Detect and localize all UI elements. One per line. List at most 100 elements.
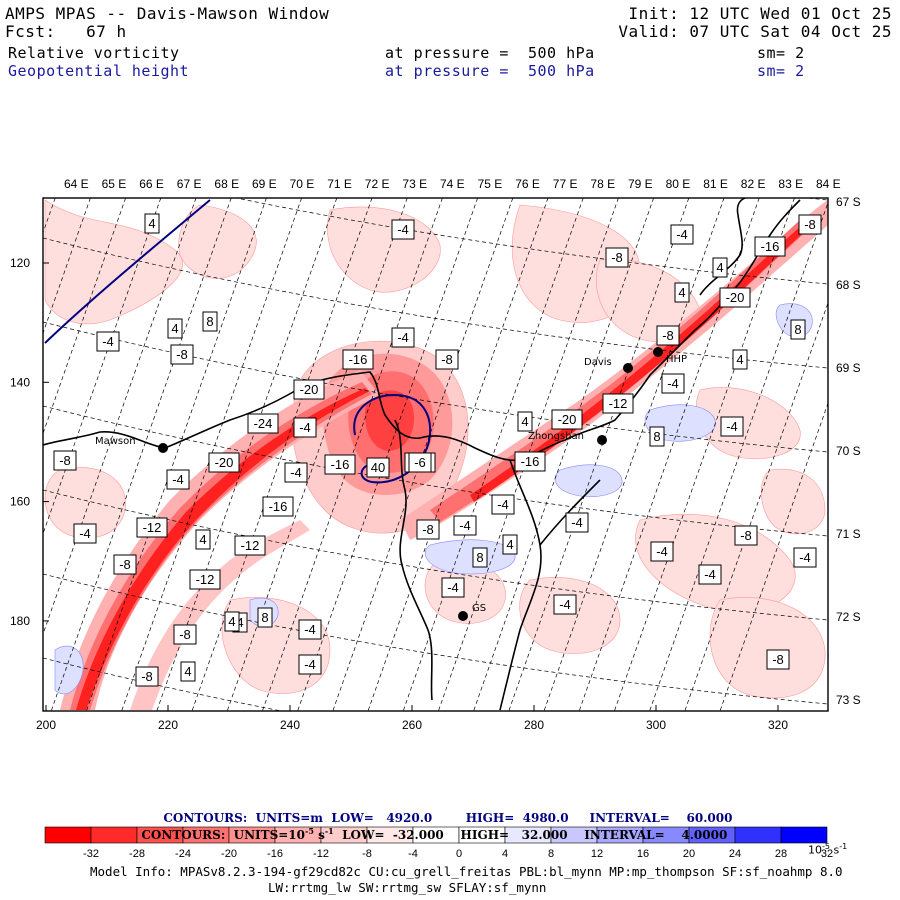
contour-label-box — [408, 452, 432, 473]
contours-units-1: UNITS=m — [255, 811, 324, 825]
contour-label-text: -16 — [521, 454, 540, 469]
contour-label-text: -4 — [571, 515, 583, 530]
contour-label: -6 — [408, 452, 432, 473]
right-axis-label: 71 S — [836, 527, 861, 541]
top-axis-label: 81 E — [703, 177, 728, 191]
contour-label: 4 — [180, 661, 196, 682]
contour-label-box — [167, 318, 183, 339]
contour-label-text: -4 — [497, 497, 509, 512]
field1-level: at pressure = 500 hPa — [385, 44, 595, 62]
contour-label: -4 — [391, 327, 415, 348]
top-axis-label: 79 E — [628, 177, 653, 191]
contour-label-box — [661, 373, 685, 394]
top-axis-label: 67 E — [177, 177, 202, 191]
parallel-line — [234, 198, 828, 285]
contour-label-text: -8 — [772, 652, 784, 667]
colorbar-label: -12 — [313, 848, 329, 860]
contour-label: -8 — [435, 349, 459, 370]
geopotential-contours — [44, 199, 432, 484]
contour-label-text: -4 — [726, 419, 738, 434]
parallel-line — [43, 573, 828, 705]
top-axis-label: 78 E — [590, 177, 615, 191]
contour-label-box — [298, 654, 322, 675]
contour-label: -20 — [719, 287, 751, 308]
contour-label-box — [135, 666, 159, 687]
contour-label-box — [517, 411, 533, 432]
contour-label-box — [602, 393, 634, 414]
contour-label-text: -8 — [59, 453, 71, 468]
contour-label: 40 — [366, 457, 390, 478]
coastline — [43, 198, 801, 711]
contour-label-text: -4 — [397, 330, 409, 345]
right-axis-label: 68 S — [836, 278, 861, 292]
contour-label-box — [416, 519, 440, 540]
contour-label: -12 — [602, 393, 634, 414]
colorbar-label: 16 — [637, 848, 649, 860]
contour-label-box — [790, 319, 806, 340]
contour-label-text: -16 — [331, 457, 350, 472]
top-axis-label: 70 E — [290, 177, 315, 191]
colorbar-label: 12 — [591, 848, 603, 860]
contour-label-box — [189, 569, 221, 590]
contour-label-box — [391, 219, 415, 240]
contour-label-text: -20 — [300, 382, 319, 397]
station-marker — [458, 611, 468, 621]
contour-label: 4 — [712, 257, 728, 278]
contour-label-box — [720, 416, 744, 437]
colorbar-swatch — [734, 826, 782, 844]
contour-label-text: -4 — [447, 580, 459, 595]
top-axis-label: 83 E — [778, 177, 803, 191]
contour-label-text: -8 — [441, 352, 453, 367]
contours-units-2: UNITS=10 — [233, 828, 306, 842]
contour-label-text: -4 — [559, 597, 571, 612]
contour-label: -4 — [720, 416, 744, 437]
contour-label-box — [453, 515, 477, 536]
contour-label-text: 4 — [228, 614, 235, 629]
contour-label-box — [173, 624, 197, 645]
contour-label-text: -16 — [761, 239, 780, 254]
contour-label-text: -8 — [422, 522, 434, 537]
colorbar-units-tail-exp: -1 — [839, 842, 848, 851]
contour-label-box — [180, 661, 196, 682]
contours-low-2: LOW= -32.000 — [342, 828, 444, 842]
contour-label-text: 8 — [261, 610, 268, 625]
contour-label-text: -20 — [726, 290, 745, 305]
contour-label: 4 — [195, 529, 211, 550]
contour-label-text: -6 — [414, 455, 426, 470]
contour-label: -20 — [551, 409, 583, 430]
contour-label-text: -20 — [215, 455, 234, 470]
contour-label-text: -4 — [704, 567, 716, 582]
contour-label: 8 — [202, 311, 218, 332]
contour-label: -4 — [166, 469, 190, 490]
top-axis-label: 69 E — [252, 177, 277, 191]
station-label: Zhongshan — [528, 431, 584, 442]
contour-label: -4 — [565, 512, 589, 533]
contour-label-box — [247, 413, 279, 434]
bottom-axis-label: 300 — [646, 718, 666, 732]
bottom-axis-label: 220 — [158, 718, 178, 732]
contour-label: -8 — [605, 247, 629, 268]
station-marker — [653, 347, 663, 357]
contour-label: -8 — [173, 624, 197, 645]
plot-title: AMPS MPAS -- Davis-Mawson Window — [5, 4, 330, 23]
contour-label: -16 — [514, 451, 546, 472]
contours-label-1: CONTOURS: — [163, 811, 248, 825]
contour-label-text: 8 — [794, 322, 801, 337]
parallel-line — [43, 321, 828, 453]
field1-name: Relative vorticity — [8, 44, 180, 62]
bottom-axis-label: 320 — [768, 718, 788, 732]
contour-label: -8 — [135, 666, 159, 687]
colorbar: -32 -28 -24 -20 -16 -12 -8 -4 0 4 8 12 16 20 24 28 32 — [44, 826, 833, 860]
contour-label-text: -8 — [740, 528, 752, 543]
contour-label-text: 8 — [653, 429, 660, 444]
contour-label-box — [96, 331, 120, 352]
contour-label: -4 — [391, 219, 415, 240]
contour-label: -4 — [298, 654, 322, 675]
contours-units-tail-2: s — [313, 828, 325, 842]
contour-label-box — [732, 349, 748, 370]
contour-label-text: -8 — [611, 250, 623, 265]
contour-label: -8 — [416, 519, 440, 540]
left-axis-label: 140 — [10, 375, 30, 389]
contour-label: -8 — [656, 325, 680, 346]
